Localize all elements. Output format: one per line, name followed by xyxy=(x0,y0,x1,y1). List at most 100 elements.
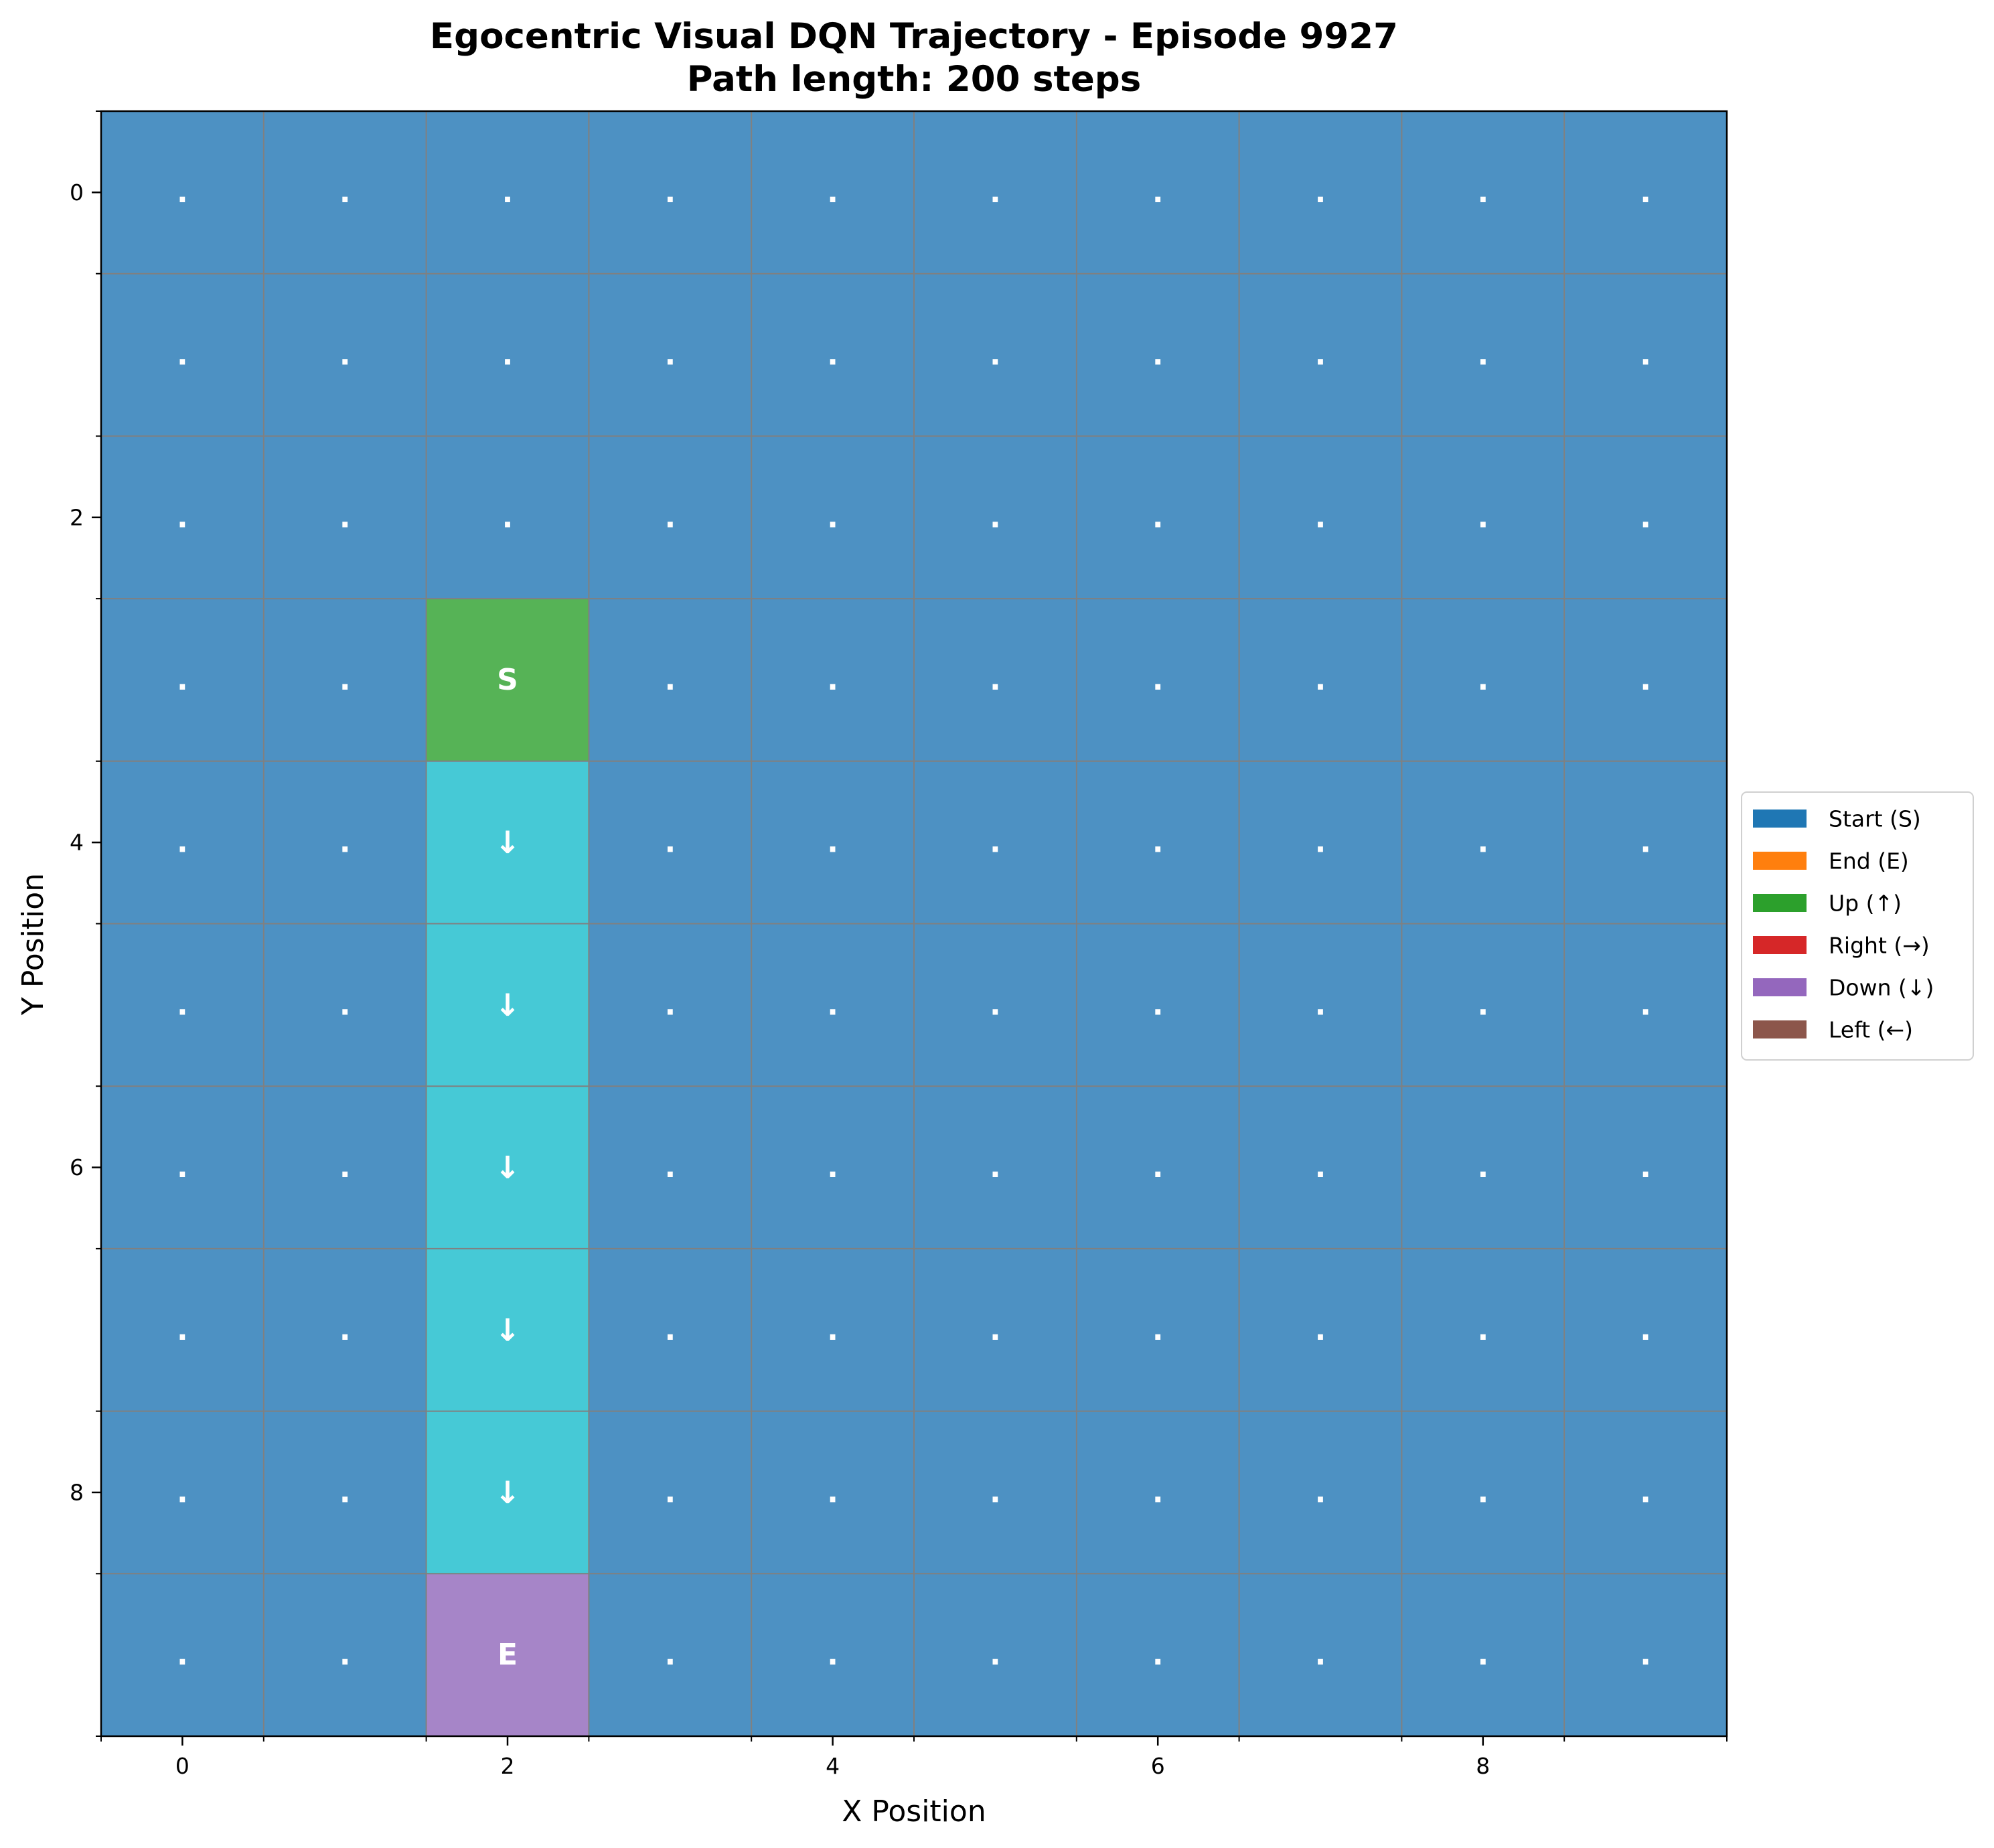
legend-label: Up (↑) xyxy=(1829,891,1902,917)
grid-cell xyxy=(1239,761,1402,924)
cell-dot-label: . xyxy=(339,338,351,372)
grid-cell xyxy=(263,599,427,761)
grid-cell xyxy=(1239,436,1402,599)
grid-cell xyxy=(1401,273,1565,437)
grid-cell xyxy=(589,1086,752,1249)
grid-cell xyxy=(914,436,1077,599)
grid-cell xyxy=(101,1573,264,1736)
cell-dot-label: . xyxy=(1152,175,1164,210)
cell-dot-label: . xyxy=(1152,1638,1164,1672)
grid-cell xyxy=(1239,599,1402,761)
trajectory-cell-end xyxy=(426,1573,589,1736)
legend: Start (S) End (E) Up (↑) Right (→) Down (↓) L… xyxy=(1741,791,1974,1061)
cell-dot-label: . xyxy=(339,1313,351,1347)
cell-dot-label: . xyxy=(1640,1313,1651,1347)
cell-dot-label: . xyxy=(502,175,514,210)
grid-cell xyxy=(101,1248,264,1411)
cell-dot-label: . xyxy=(177,175,188,210)
grid-cell xyxy=(589,923,752,1087)
grid-cell xyxy=(263,761,427,924)
trajectory-cell-path xyxy=(426,1086,589,1249)
grid-cell xyxy=(263,436,427,599)
grid-cell xyxy=(1076,273,1239,437)
grid-cell xyxy=(1564,436,1727,599)
grid-cell xyxy=(1239,111,1402,274)
cell-dot-label: . xyxy=(1315,500,1326,534)
grid-cell xyxy=(426,436,589,599)
grid-cell xyxy=(101,923,264,1087)
x-tick-label: 2 xyxy=(501,1753,515,1779)
grid-cell xyxy=(426,273,589,437)
trajectory-cell-path xyxy=(426,1248,589,1411)
grid-cell xyxy=(1564,761,1727,924)
cell-dot-label: . xyxy=(339,1150,351,1184)
grid-cell xyxy=(589,111,752,274)
cell-dot-label: . xyxy=(1640,1475,1651,1509)
grid-cell xyxy=(751,599,914,761)
x-tick-label: 0 xyxy=(175,1753,189,1779)
grid-cell xyxy=(751,1086,914,1249)
plot-area: ................................ S.......… xyxy=(101,111,1727,1736)
legend-swatch xyxy=(1753,810,1807,828)
cell-dot-label: . xyxy=(1477,1475,1488,1509)
cell-dot-label: . xyxy=(1477,1638,1488,1672)
cell-dot-label: . xyxy=(1315,663,1326,697)
grid-cell xyxy=(1076,761,1239,924)
cell-dot-label: . xyxy=(1315,1150,1326,1184)
cell-dot-label: . xyxy=(990,1638,1001,1672)
grid-cell xyxy=(1401,923,1565,1087)
y-tick-label: 6 xyxy=(70,1154,84,1180)
grid-cell xyxy=(1076,111,1239,274)
cell-dot-label: . xyxy=(1640,663,1651,697)
grid-cell xyxy=(101,1411,264,1574)
grid-cell xyxy=(589,273,752,437)
cell-dot-label: . xyxy=(827,1475,838,1509)
grid-cell xyxy=(1239,273,1402,437)
cell-dot-label: . xyxy=(990,1313,1001,1347)
x-tick-label: 4 xyxy=(826,1753,840,1779)
cell-dot-label: . xyxy=(990,826,1001,860)
grid-cell xyxy=(1401,111,1565,274)
grid-cell xyxy=(914,1573,1077,1736)
cell-dot-label: . xyxy=(664,1150,676,1184)
grid-cell xyxy=(751,761,914,924)
cell-arrow-label: ↓ xyxy=(495,824,521,860)
grid-cell xyxy=(1401,1248,1565,1411)
cell-arrow-label: ↓ xyxy=(495,987,521,1023)
cell-dot-label: . xyxy=(990,1150,1001,1184)
cell-dot-label: . xyxy=(827,1313,838,1347)
cell-dot-label: . xyxy=(1152,826,1164,860)
grid-cell xyxy=(1564,1086,1727,1249)
cell-dot-label: . xyxy=(1315,338,1326,372)
chart-title-line2: Path length: 200 steps xyxy=(687,59,1142,100)
cell-dot-label: . xyxy=(502,338,514,372)
cell-dot-label: . xyxy=(177,1475,188,1509)
cell-dot-label: . xyxy=(177,338,188,372)
trajectory-cell-start xyxy=(426,599,589,761)
grid-cell xyxy=(1564,1248,1727,1411)
grid-cell xyxy=(426,111,589,274)
cell-dot-label: . xyxy=(1152,663,1164,697)
grid-cell xyxy=(1239,1411,1402,1574)
cell-dot-label: . xyxy=(339,988,351,1022)
grid-cell xyxy=(914,923,1077,1087)
x-tick-label: 6 xyxy=(1151,1753,1165,1779)
cell-dot-label: . xyxy=(1315,1313,1326,1347)
grid-cell xyxy=(1564,599,1727,761)
grid-cell xyxy=(751,273,914,437)
x-tick-label: 8 xyxy=(1476,1753,1490,1779)
grid-cell xyxy=(1564,111,1727,274)
grid-cell xyxy=(263,1411,427,1574)
grid-cell xyxy=(1401,1086,1565,1249)
cell-dot-label: . xyxy=(664,1638,676,1672)
cell-dot-label: . xyxy=(1640,500,1651,534)
grid-cell xyxy=(101,111,264,274)
grid-cell xyxy=(914,1248,1077,1411)
legend-swatch xyxy=(1753,978,1807,996)
y-tick-label: 8 xyxy=(70,1479,84,1505)
cell-dot-label: . xyxy=(827,1638,838,1672)
cell-dot-label: . xyxy=(664,175,676,210)
cell-dot-label: . xyxy=(1152,988,1164,1022)
cell-dot-label: . xyxy=(1477,988,1488,1022)
